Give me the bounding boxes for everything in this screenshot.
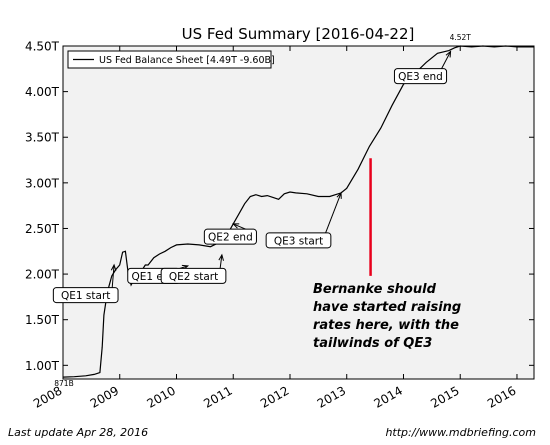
annotation-label: QE2 start bbox=[169, 271, 218, 283]
x-tick-label: 2009 bbox=[88, 383, 121, 410]
chart-title: US Fed Summary [2016-04-22] bbox=[182, 25, 415, 43]
annotation-arrowhead bbox=[232, 223, 240, 229]
extreme-label: 4.52T bbox=[450, 33, 472, 42]
annotation-label: QE3 start bbox=[274, 235, 323, 247]
series-line-fed-balance bbox=[62, 45, 534, 378]
annotation-arrow bbox=[440, 51, 452, 71]
callout-line: tailwinds of QE3 bbox=[313, 336, 432, 351]
annotation-box bbox=[52, 287, 119, 304]
x-tick-label: 2012 bbox=[258, 383, 291, 410]
annotation-label: QE2 end bbox=[208, 232, 253, 244]
y-tick-label: 2.50T bbox=[25, 222, 60, 236]
callout-line: Bernanke should bbox=[313, 282, 437, 297]
annotation-arrowhead bbox=[445, 50, 452, 58]
annotation-arrow bbox=[324, 192, 342, 236]
callout-line: have started raising bbox=[313, 300, 461, 315]
y-tick-label: 3.00T bbox=[25, 176, 60, 190]
x-tick-label: 2015 bbox=[428, 383, 461, 410]
annotation-arrowhead bbox=[110, 263, 117, 271]
annotation-box bbox=[265, 232, 332, 249]
annotation-label: QE1 start bbox=[61, 290, 110, 302]
y-tick-label: 2.00T bbox=[25, 268, 60, 282]
y-tick-label: 4.50T bbox=[25, 40, 60, 54]
legend-box bbox=[67, 50, 272, 69]
x-tick-label: 2011 bbox=[201, 383, 234, 410]
y-tick-label: 1.00T bbox=[25, 359, 60, 373]
extreme-label: 871B bbox=[54, 379, 73, 388]
legend: US Fed Balance Sheet [4.49T -9.60B] bbox=[67, 50, 275, 69]
footer-last-update: Last update Apr 28, 2016 bbox=[8, 426, 149, 439]
annotation-arrowhead bbox=[336, 191, 342, 199]
extreme-labels: 4.52T 871B bbox=[54, 33, 471, 388]
annotation-arrow bbox=[111, 264, 115, 290]
y-axis-ticks: 1.00T 1.50T 2.00T 2.50T 3.00T 3.50T 4.00T 4.50T bbox=[25, 40, 534, 373]
y-tick-label: 3.50T bbox=[25, 131, 60, 145]
y-tick-label: 1.50T bbox=[25, 313, 60, 327]
annotation-arrowhead bbox=[218, 253, 224, 261]
annotation-box bbox=[160, 267, 227, 284]
legend-label: US Fed Balance Sheet [4.49T -9.60B] bbox=[99, 55, 275, 66]
x-tick-label: 2013 bbox=[315, 383, 348, 410]
annotation-label: QE3 end bbox=[398, 71, 443, 83]
callout-line: rates here, with the bbox=[313, 318, 459, 333]
x-tick-label: 2016 bbox=[485, 383, 518, 410]
x-tick-label: 2010 bbox=[145, 383, 178, 410]
callout-text: Bernanke should have started raising rates… bbox=[313, 282, 461, 351]
annotation-box bbox=[393, 68, 448, 85]
footer-source-url: http://www.mdbriefing.com bbox=[385, 426, 536, 439]
plot-background bbox=[62, 45, 535, 380]
y-tick-label: 4.00T bbox=[25, 85, 60, 99]
x-tick-label: 2014 bbox=[372, 383, 405, 410]
annotation-box bbox=[203, 228, 257, 245]
annotation-arrow bbox=[219, 254, 223, 271]
